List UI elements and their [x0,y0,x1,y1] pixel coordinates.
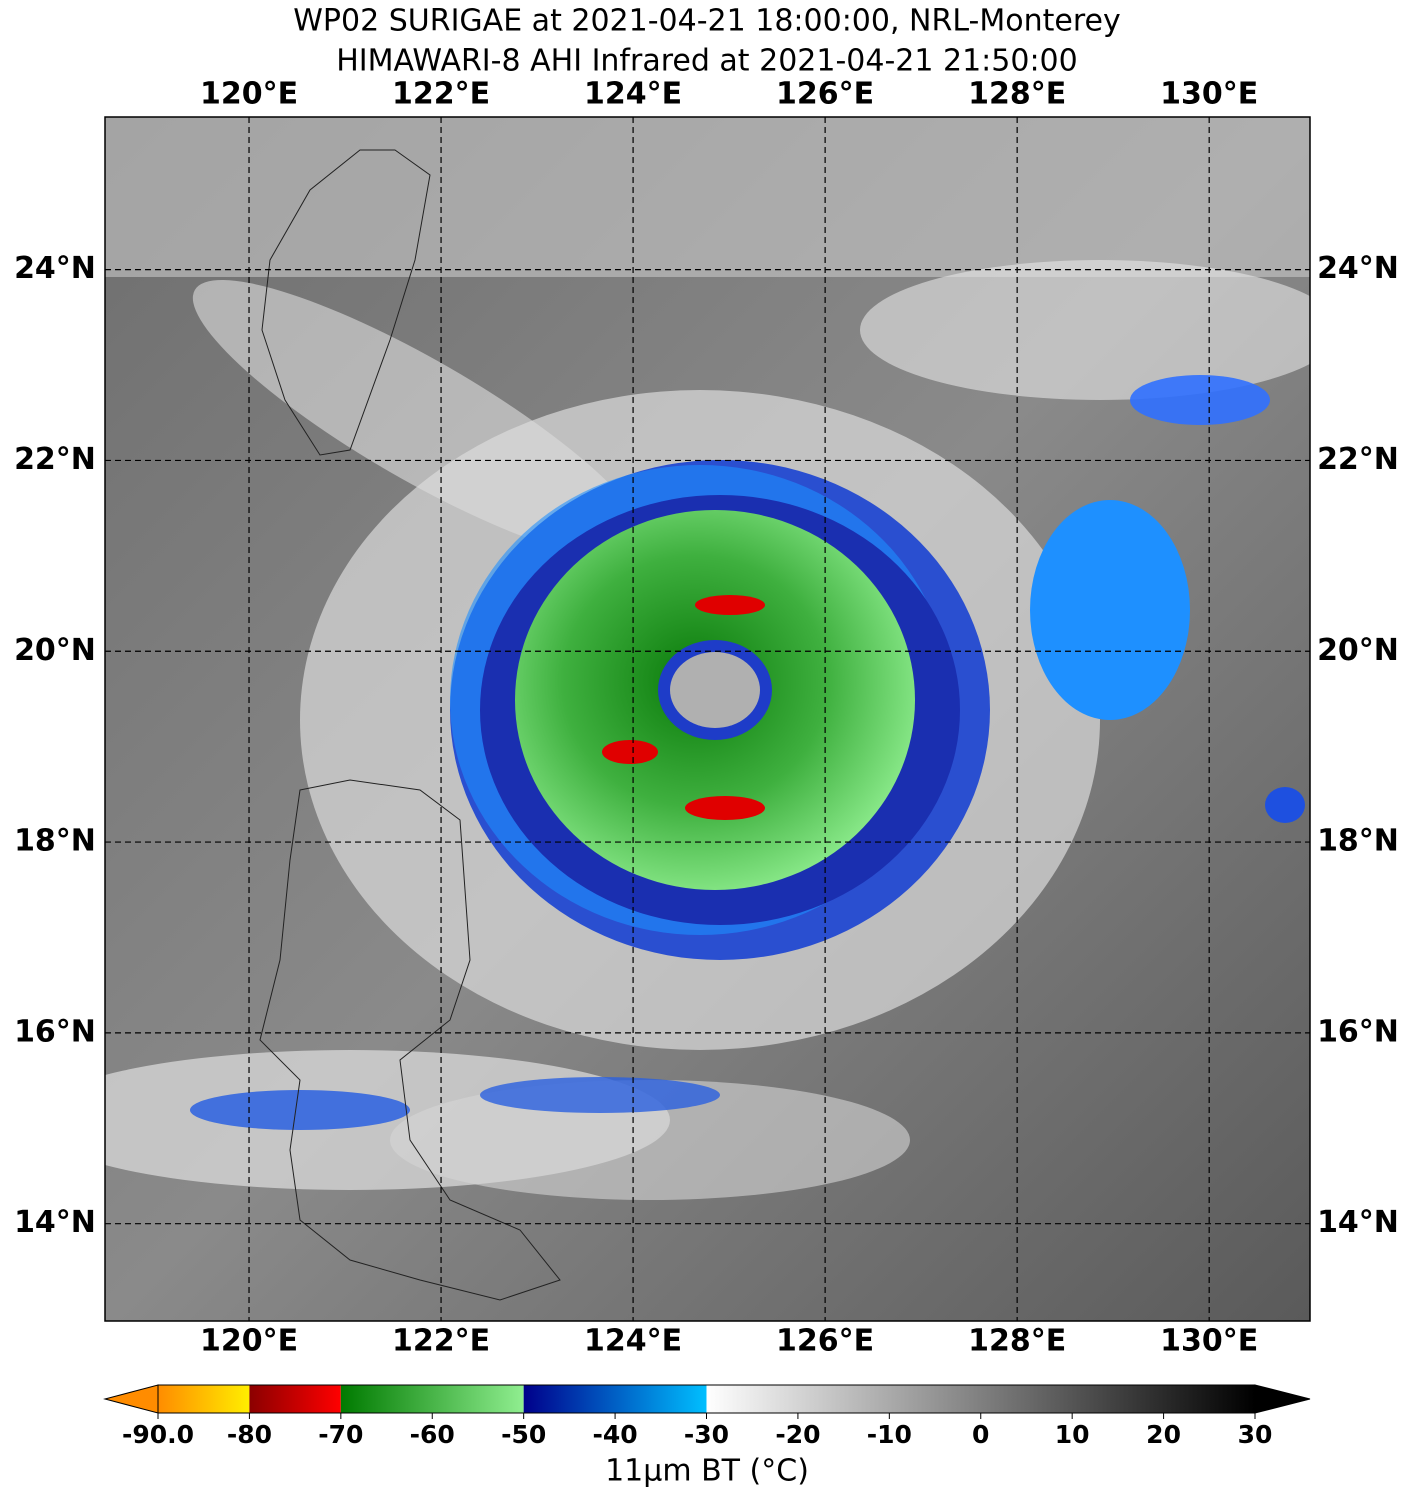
map-frame [104,116,1311,1322]
lat-label: 14°N [1317,1205,1399,1240]
lon-label: 130°E [1160,77,1258,112]
lat-label: 24°N [1317,251,1399,286]
lon-label: 128°E [968,1324,1066,1359]
lat-label: 18°N [1317,824,1399,859]
colorbar-extend-high [1254,1384,1311,1414]
colorbar-segment [158,1385,250,1413]
lon-label: 120°E [200,1324,298,1359]
lat-label: 18°N [14,824,96,859]
lat-label: 24°N [14,251,96,286]
lat-label: 16°N [1317,1014,1399,1049]
colorbar-segment [706,1385,1255,1413]
colorbar-segment [249,1385,341,1413]
lon-label: 130°E [1160,1324,1258,1359]
lat-label: 20°N [1317,633,1399,668]
colorbar [103,1384,1311,1414]
colorbar-tick-label: -20 [775,1420,820,1449]
colorbar-tick-label: -40 [592,1420,637,1449]
lat-label: 14°N [14,1205,96,1240]
satellite-image [105,117,1310,1321]
lon-label: 124°E [584,1324,682,1359]
colorbar-tick-label: -50 [501,1420,546,1449]
title-line: HIMAWARI-8 AHI Infrared at 2021-04-21 21… [336,44,1077,79]
lat-label: 20°N [14,633,96,668]
colorbar-tick-label: -80 [227,1420,272,1449]
lon-label: 126°E [776,1324,874,1359]
lon-label: 120°E [200,77,298,112]
colorbar-tick-label: 0 [972,1420,989,1449]
colorbar-tick-label: -60 [410,1420,455,1449]
colorbar-segment [523,1385,707,1413]
title-line: WP02 SURIGAE at 2021-04-21 18:00:00, NRL… [293,4,1120,39]
colorbar-label: 11μm BT (°C) [605,1454,809,1489]
colorbar-tick-label: -10 [867,1420,912,1449]
colorbar-extend-low [103,1384,159,1414]
lat-label: 16°N [14,1014,96,1049]
lon-label: 122°E [392,77,490,112]
colorbar-tick-label: -70 [318,1420,363,1449]
colorbar-tick-label: 30 [1238,1420,1273,1449]
colorbar-segment [340,1385,524,1413]
lat-label: 22°N [14,442,96,477]
colorbar-tick-label: -90.0 [122,1420,194,1449]
lon-label: 122°E [392,1324,490,1359]
lon-label: 128°E [968,77,1066,112]
lat-label: 22°N [1317,442,1399,477]
colorbar-tick-label: -30 [684,1420,729,1449]
colorbar-tick-label: 10 [1055,1420,1090,1449]
lon-label: 126°E [776,77,874,112]
colorbar-tick-label: 20 [1146,1420,1181,1449]
lon-label: 124°E [584,77,682,112]
